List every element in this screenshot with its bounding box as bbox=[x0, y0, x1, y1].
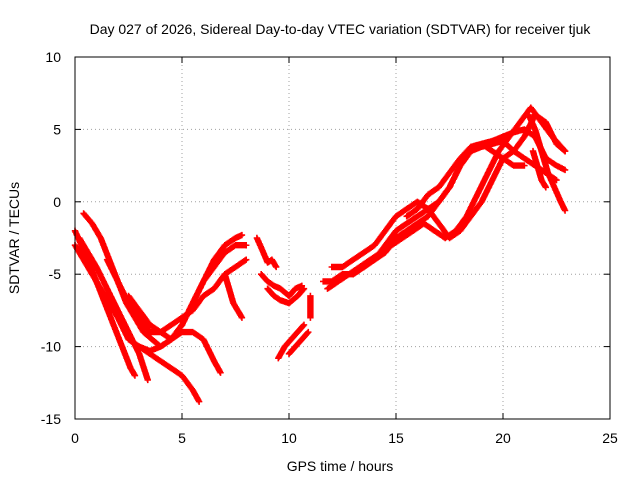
series-19 bbox=[525, 111, 569, 214]
y-axis-title: SDTVAR / TECUs bbox=[6, 182, 22, 294]
data-points bbox=[71, 104, 569, 405]
series-10 bbox=[264, 285, 308, 307]
chart-title: Day 027 of 2026, Sidereal Day-to-day VTE… bbox=[90, 21, 592, 37]
x-tick-label: 0 bbox=[71, 430, 79, 446]
series-5 bbox=[125, 256, 250, 336]
y-tick-label: -10 bbox=[41, 339, 61, 355]
data-point-marks bbox=[264, 285, 308, 307]
series-9 bbox=[258, 271, 306, 300]
series-18 bbox=[403, 140, 528, 220]
data-point-marks bbox=[403, 140, 528, 220]
series-7 bbox=[221, 271, 246, 321]
x-tick-label: 15 bbox=[388, 430, 404, 446]
data-point-marks bbox=[285, 328, 312, 357]
series-14 bbox=[320, 126, 569, 285]
series-4 bbox=[103, 242, 250, 343]
series-13 bbox=[307, 292, 314, 321]
x-tick-label: 10 bbox=[281, 430, 297, 446]
x-axis-title: GPS time / hours bbox=[287, 458, 394, 474]
data-point-marks bbox=[258, 271, 306, 300]
data-point-marks bbox=[136, 328, 224, 376]
data-point-marks bbox=[103, 242, 250, 343]
data-point-marks bbox=[525, 111, 569, 214]
data-point-marks bbox=[307, 292, 314, 321]
plot-frame bbox=[74, 56, 611, 420]
y-tick-label: 0 bbox=[53, 194, 61, 210]
axis-ticks: 0 5 10 15 20 25 10 5 0 -5 -10 -15 bbox=[41, 49, 618, 446]
data-point-marks bbox=[125, 256, 250, 336]
y-tick-label: -15 bbox=[41, 411, 61, 427]
data-point-marks bbox=[529, 147, 549, 191]
series-6 bbox=[136, 328, 224, 376]
x-tick-label: 25 bbox=[602, 430, 618, 446]
series-11 bbox=[275, 321, 308, 362]
series-8 bbox=[253, 234, 280, 271]
data-point-marks bbox=[253, 234, 280, 271]
x-tick-label: 20 bbox=[495, 430, 511, 446]
x-tick-label: 5 bbox=[178, 430, 186, 446]
y-tick-label: -5 bbox=[49, 266, 62, 282]
data-point-marks bbox=[221, 271, 246, 321]
y-tick-label: 5 bbox=[53, 121, 61, 137]
series-20 bbox=[529, 147, 549, 191]
data-point-marks bbox=[275, 321, 308, 362]
series-12 bbox=[285, 328, 312, 357]
y-tick-label: 10 bbox=[45, 49, 61, 65]
data-point-marks bbox=[320, 126, 569, 285]
